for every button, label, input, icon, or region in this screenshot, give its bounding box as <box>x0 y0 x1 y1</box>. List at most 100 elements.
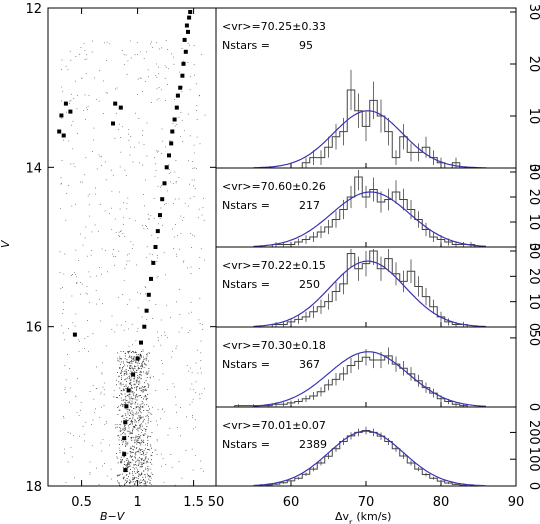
field-star <box>160 418 161 420</box>
field-star <box>160 207 162 209</box>
ms-star <box>132 460 134 461</box>
field-star <box>90 254 92 256</box>
field-star <box>195 381 197 383</box>
ms-star <box>129 367 131 368</box>
member-star <box>118 105 123 110</box>
ms-star <box>120 485 122 486</box>
field-star <box>159 48 160 50</box>
field-star <box>84 338 86 339</box>
ms-star <box>134 376 136 378</box>
ms-star <box>144 457 146 459</box>
field-star <box>200 340 202 342</box>
field-star <box>119 191 120 193</box>
ms-star <box>140 426 142 428</box>
ms-star <box>138 407 140 408</box>
ms-star <box>142 386 144 388</box>
field-star <box>199 143 201 145</box>
field-star <box>178 331 180 333</box>
ms-star <box>118 435 120 437</box>
ms-star <box>145 448 146 450</box>
ms-star <box>136 380 138 382</box>
ms-star <box>126 482 127 484</box>
field-star <box>158 340 159 341</box>
field-star <box>152 406 153 408</box>
ms-star <box>134 398 136 400</box>
field-star <box>92 40 93 42</box>
field-star <box>161 335 162 337</box>
ms-star <box>128 427 130 429</box>
field-star <box>120 151 122 153</box>
hist-bars <box>287 89 461 169</box>
ms-star <box>145 462 147 464</box>
ms-star <box>137 386 138 387</box>
member-star <box>172 117 177 122</box>
hist-nstars-label: Nstars = <box>222 278 270 291</box>
ms-star <box>146 377 148 378</box>
ms-star <box>134 476 136 478</box>
ms-star <box>147 485 149 487</box>
ms-star <box>136 393 138 395</box>
ms-star <box>129 409 131 411</box>
ms-star <box>140 466 142 468</box>
field-star <box>183 260 185 262</box>
field-star <box>115 231 117 233</box>
ms-star <box>147 373 149 375</box>
ms-star <box>132 402 134 404</box>
field-star <box>127 303 128 305</box>
field-star <box>142 164 144 166</box>
hist-ytick-label: 20 <box>526 56 540 73</box>
ms-star <box>125 370 127 372</box>
field-star <box>92 385 94 386</box>
ms-star <box>142 485 143 487</box>
field-star <box>84 433 86 435</box>
ms-star <box>123 418 125 419</box>
field-star <box>63 273 65 275</box>
ms-star <box>139 407 141 409</box>
ms-star <box>132 413 134 415</box>
field-star <box>147 69 149 71</box>
field-star <box>167 84 168 85</box>
field-star <box>166 190 168 192</box>
ms-star <box>127 442 129 444</box>
field-star <box>175 181 177 182</box>
field-star <box>198 95 200 96</box>
field-star <box>157 409 159 410</box>
ms-star <box>127 462 128 464</box>
ms-star <box>142 389 144 391</box>
field-star <box>128 345 130 347</box>
field-star <box>61 86 63 88</box>
ms-star <box>121 460 122 462</box>
hist-ytick-label: 30 <box>526 164 540 181</box>
field-star <box>68 185 70 186</box>
ms-star <box>122 441 124 443</box>
field-star <box>175 404 177 406</box>
ms-star <box>131 376 133 378</box>
ms-star <box>131 420 133 422</box>
field-star <box>196 349 198 351</box>
field-star <box>65 219 67 221</box>
field-star <box>120 461 121 462</box>
field-star <box>193 428 194 430</box>
field-star <box>65 482 67 483</box>
ms-star <box>143 454 145 456</box>
field-star <box>137 327 139 329</box>
member-star <box>184 23 189 28</box>
field-star <box>158 223 159 225</box>
field-star <box>159 218 161 219</box>
field-star <box>148 351 150 353</box>
ms-star <box>142 439 144 441</box>
ms-star <box>123 370 125 372</box>
cmd-xtick-label: 1.5 <box>183 495 204 510</box>
field-star <box>103 80 104 82</box>
field-star <box>193 185 194 187</box>
ms-star <box>119 474 121 475</box>
field-star <box>153 376 154 377</box>
field-star <box>112 253 113 255</box>
ms-star <box>133 384 135 386</box>
ms-star <box>142 465 143 467</box>
field-star <box>143 228 145 229</box>
field-star <box>130 57 132 59</box>
ms-star <box>120 382 122 384</box>
ms-star <box>146 371 148 373</box>
ms-star <box>149 377 151 379</box>
